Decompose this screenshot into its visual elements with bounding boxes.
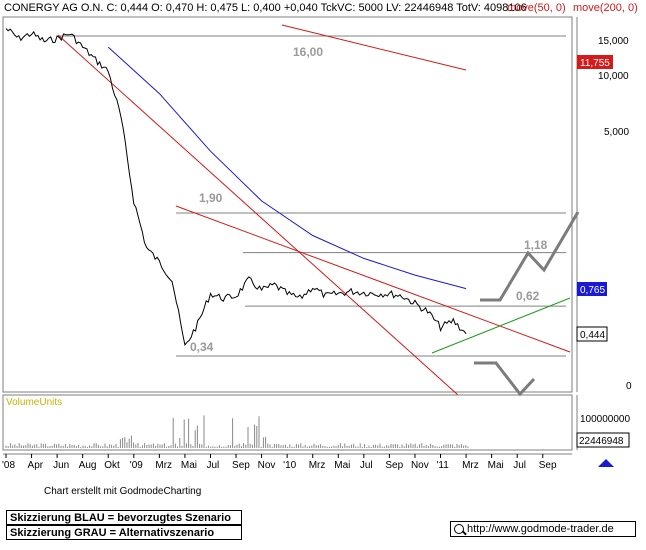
x-tick-label: '10 [283,460,296,471]
y-tick-label: 15,000 [598,36,629,47]
x-tick-label: Mrz [309,460,326,471]
trend-lines [57,24,571,396]
volume-tick-label: 100000000 [580,414,630,425]
steep-downtrend-line [57,34,459,396]
x-tick-label: '09 [130,460,143,471]
volume-value-tag [576,432,630,448]
level-lines [58,35,566,357]
website-url[interactable]: http://www.godmode-trader.de [467,523,614,535]
x-tick-label: Jul [513,460,526,471]
magnifier-icon [454,524,464,534]
x-tick-label: Okt [104,460,120,471]
close-value-tag [576,326,608,342]
x-tick-label: '11 [437,460,450,471]
scenario-up-arrow [480,211,580,302]
price-panel [2,16,573,393]
level-label-034: 0,34 [190,340,214,354]
ma200-value: 0,765 [580,285,605,296]
volume-bars [5,415,469,448]
scroll-up-icon[interactable] [598,459,614,467]
scenario-down-arrow [474,361,536,397]
x-tick-label: Mrz [155,460,172,471]
legend-blue: Skizzierung BLAU = bevorzugtes Szenario [6,510,242,525]
chart-credit: Chart erstellt mit GodmodeCharting [44,486,202,497]
volume-panel [2,394,573,451]
support-trend-line [431,297,571,354]
x-tick-label: Apr [28,460,44,471]
ma200-curve [107,46,467,290]
volume-title: VolumeUnits [6,397,62,408]
level-label-16: 16,00 [293,45,323,59]
x-tick-label: Sep [232,460,250,471]
volume-value: 22446948 [579,436,624,447]
x-tick-label: Jul [206,460,219,471]
ma200-legend: move(200, 0) [573,2,638,14]
x-axis: '08 Apr Jun Aug Okt '09 Mrz Mai Jul Sep Nov '10 Mrz M… [2,454,557,471]
level-label-118: 1,18 [524,238,548,252]
y-tick-label: 5,000 [604,127,629,138]
price-y-axis: 15,000 10,000 5,000 0 [598,36,632,392]
ma200-value-tag [577,282,607,296]
x-tick-label: Mai [488,460,504,471]
website-link[interactable]: http://www.godmode-trader.de [450,521,636,537]
y-tick-label: 0 [626,381,632,392]
level-label-062: 0,62 [516,289,540,303]
legend-gray: Skizzierung GRAU = Alternativszenario [6,525,242,540]
y-tick-label: 10,000 [598,71,629,82]
x-tick-label: Nov [258,460,276,471]
x-tick-label: Jun [53,460,69,471]
x-tick-label: '08 [2,460,15,471]
x-tick-label: Aug [79,460,97,471]
x-tick-label: Sep [385,460,403,471]
ma50-value: 11,755 [580,58,610,69]
x-tick-label: Jul [360,460,373,471]
x-tick-label: Mrz [462,460,479,471]
x-tick-label: Sep [539,460,557,471]
ma50-legend: move(50, 0) [507,2,566,14]
x-tick-label: Nov [411,460,429,471]
downtrend-line [175,205,571,353]
ma50-value-tag [577,55,613,69]
x-tick-label: Mai [334,460,350,471]
chart-header: CONERGY AG O.N. C: 0,444 O: 0,470 H: 0,4… [4,2,527,14]
x-tick-label: Mai [181,460,197,471]
price-curve [5,28,467,346]
close-value: 0,444 [580,330,605,341]
ma50-line [281,24,467,71]
level-label-190: 1,90 [199,191,223,205]
